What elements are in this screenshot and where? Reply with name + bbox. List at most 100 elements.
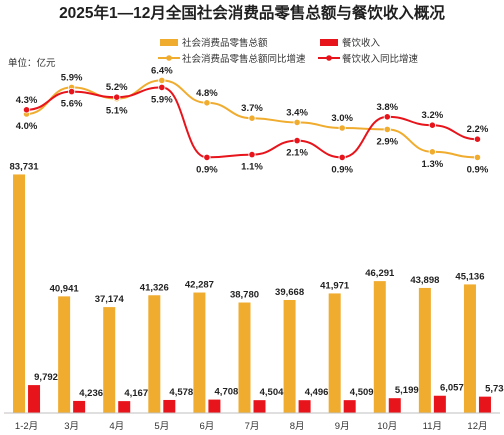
bar-label-retail: 38,780 xyxy=(230,290,259,301)
x-tick-label: 6月 xyxy=(200,421,215,432)
catering-growth-point xyxy=(383,113,391,121)
legend-swatch-catering xyxy=(320,39,338,46)
catering-growth-point xyxy=(473,135,482,143)
retail-growth-label: 5.9% xyxy=(61,72,83,83)
retail-growth-point xyxy=(383,125,391,133)
catering-growth-label: 5.2% xyxy=(106,82,128,93)
bar-catering xyxy=(28,385,41,413)
bar-label-catering: 4,708 xyxy=(215,387,239,398)
bar-catering xyxy=(163,399,176,413)
bar-catering xyxy=(388,398,401,413)
x-tick-label: 1-2月 xyxy=(15,421,38,432)
retail-growth-point xyxy=(203,99,211,107)
catering-growth-label: 4.3% xyxy=(16,95,38,106)
bar-label-retail: 43,898 xyxy=(410,275,439,286)
bar-retail xyxy=(463,284,476,413)
catering-growth-point xyxy=(22,106,31,114)
catering-growth-label: 2.2% xyxy=(467,124,489,135)
bar-retail xyxy=(373,281,386,413)
legend-marker-retail-growth xyxy=(166,55,172,61)
legend-label-retail-growth: 社会消费品零售总额同比增速 xyxy=(182,53,306,65)
catering-growth-point xyxy=(293,137,301,145)
bar-label-catering: 9,792 xyxy=(34,372,58,383)
bar-label-catering: 4,504 xyxy=(260,387,284,398)
retail-growth-point xyxy=(428,148,436,156)
retail-growth-point xyxy=(293,118,301,127)
lines-layer: 4.0% 5.9% 5.1% 6.4% 4.8% 3.7% 3.4% 3.0% 2.9% 1.3%… xyxy=(16,65,489,175)
x-tick-label: 5月 xyxy=(154,421,169,432)
catering-growth-point xyxy=(338,153,346,161)
retail-growth-point xyxy=(473,153,482,161)
catering-growth-label: 5.9% xyxy=(151,94,173,105)
bar-retail xyxy=(283,299,296,413)
catering-growth-label: 0.9% xyxy=(331,164,353,175)
bar-label-retail: 41,326 xyxy=(140,282,169,293)
retail-growth-point xyxy=(248,114,256,122)
bar-retail xyxy=(193,292,206,413)
retail-growth-point xyxy=(338,124,346,132)
retail-growth-label: 0.9% xyxy=(467,164,489,175)
catering-growth-point xyxy=(428,121,436,129)
catering-growth-label: 2.1% xyxy=(286,148,308,159)
bar-label-catering: 4,167 xyxy=(124,388,148,399)
bar-catering xyxy=(118,401,131,413)
retail-growth-label: 5.1% xyxy=(106,106,128,117)
legend-swatch-retail xyxy=(160,39,178,46)
catering-growth-label: 3.8% xyxy=(376,102,398,113)
retail-growth-label: 3.4% xyxy=(286,107,308,118)
catering-growth-line xyxy=(26,86,478,159)
bar-label-catering: 4,236 xyxy=(79,388,103,399)
catering-growth-point xyxy=(203,153,211,161)
x-tick-label: 7月 xyxy=(245,421,260,432)
x-tick-label: 12月 xyxy=(467,421,487,432)
bar-label-catering: 6,057 xyxy=(440,383,464,394)
bar-catering xyxy=(208,399,221,413)
catering-growth-label: 1.1% xyxy=(241,162,263,173)
bar-retail xyxy=(238,302,251,413)
bar-label-catering: 4,509 xyxy=(350,387,374,398)
catering-growth-point xyxy=(113,93,121,101)
bar-label-catering: 5,199 xyxy=(395,385,419,396)
catering-growth-point xyxy=(248,151,256,159)
retail-growth-label: 4.0% xyxy=(16,121,38,132)
bar-retail xyxy=(418,287,431,413)
legend-marker-catering-growth xyxy=(326,55,332,61)
bar-catering xyxy=(343,400,356,413)
retail-growth-point xyxy=(158,76,166,85)
legend-label-retail: 社会消费品零售总额 xyxy=(182,37,268,49)
bar-label-retail: 39,668 xyxy=(275,287,304,298)
x-tick-label: 11月 xyxy=(423,421,442,432)
bar-catering xyxy=(73,400,86,413)
x-tick-label: 8月 xyxy=(290,421,305,432)
retail-growth-label: 6.4% xyxy=(151,65,173,76)
catering-growth-label: 5.6% xyxy=(61,99,83,110)
retail-growth-label: 1.3% xyxy=(422,159,444,170)
bar-retail xyxy=(13,174,26,413)
x-tick-label: 4月 xyxy=(109,421,124,432)
catering-growth-point xyxy=(158,83,166,92)
bar-label-catering: 4,578 xyxy=(169,387,193,398)
bar-retail xyxy=(148,295,161,413)
bar-catering xyxy=(298,400,311,413)
bar-retail xyxy=(328,293,341,413)
retail-growth-label: 3.0% xyxy=(331,113,353,124)
bar-label-retail: 42,287 xyxy=(185,280,214,291)
retail-growth-label: 4.8% xyxy=(196,88,218,99)
bar-label-catering: 5,738 xyxy=(485,384,504,395)
bar-catering xyxy=(478,396,491,413)
legend-label-catering: 餐饮收入 xyxy=(342,37,381,49)
bar-label-retail: 37,174 xyxy=(95,294,125,305)
legend-label-catering-growth: 餐饮收入同比增速 xyxy=(342,53,419,65)
catering-growth-label: 0.9% xyxy=(196,164,218,175)
retail-growth-label: 3.7% xyxy=(241,103,263,114)
x-tick-label: 9月 xyxy=(335,421,350,432)
bar-catering xyxy=(253,400,266,413)
bar-retail xyxy=(103,307,116,413)
x-tick-label: 10月 xyxy=(377,421,397,432)
retail-growth-label: 2.9% xyxy=(376,136,398,147)
bar-catering xyxy=(433,395,446,413)
chart-title: 2025年1—12月全国社会消费品零售总额与餐饮收入概况 xyxy=(59,3,445,22)
bar-label-retail: 83,731 xyxy=(10,161,40,172)
bars-layer: 83,731 9,792 40,941 4,236 37,174 4,167 41,326 4… xyxy=(10,161,504,413)
